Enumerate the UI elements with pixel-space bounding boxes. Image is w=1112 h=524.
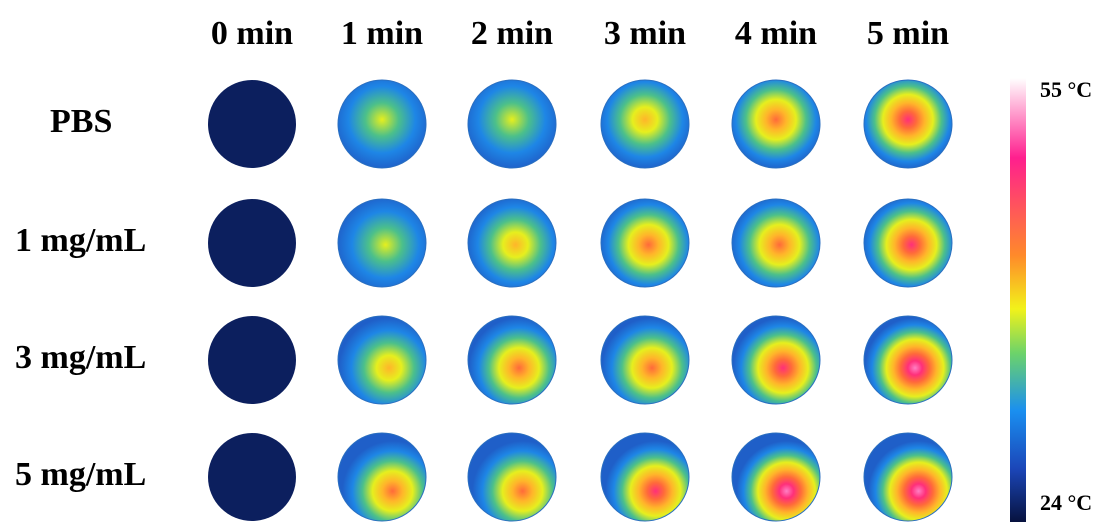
thermal-image xyxy=(732,199,820,287)
figure: 55 °C 24 °C 0 min 1 min 2 min 3 min 4 min 5 m… xyxy=(0,0,1112,524)
column-header: 3 min xyxy=(604,15,686,52)
thermal-image xyxy=(601,199,689,287)
column-header: 1 min xyxy=(341,15,423,52)
row-label: 1 mg/mL xyxy=(15,222,146,259)
colorbar-max: 55 °C xyxy=(1040,77,1092,102)
colorbar-min: 24 °C xyxy=(1040,490,1092,515)
column-header: 5 min xyxy=(867,15,949,52)
thermal-image xyxy=(732,433,820,521)
thermal-image xyxy=(864,433,952,521)
thermal-image xyxy=(208,316,296,404)
thermal-image xyxy=(208,199,296,287)
thermal-image xyxy=(468,316,556,404)
thermal-image xyxy=(208,80,296,168)
thermal-image xyxy=(864,199,952,287)
thermal-image xyxy=(338,199,426,287)
column-header: 0 min xyxy=(211,15,293,52)
row-label: 5 mg/mL xyxy=(15,456,146,493)
thermal-image xyxy=(601,80,689,168)
thermal-image xyxy=(601,316,689,404)
thermal-image xyxy=(468,199,556,287)
thermal-image xyxy=(338,316,426,404)
thermal-image xyxy=(864,316,952,404)
thermal-image xyxy=(338,80,426,168)
thermal-image xyxy=(208,433,296,521)
column-header: 2 min xyxy=(471,15,553,52)
thermal-image xyxy=(864,80,952,168)
row-label: PBS xyxy=(50,103,112,140)
thermal-image xyxy=(732,80,820,168)
thermal-image xyxy=(338,433,426,521)
thermal-image xyxy=(732,316,820,404)
thermal-image xyxy=(468,433,556,521)
colorbar xyxy=(1010,78,1026,522)
thermal-image xyxy=(468,80,556,168)
row-label: 3 mg/mL xyxy=(15,339,146,376)
column-header: 4 min xyxy=(735,15,817,52)
thermal-image xyxy=(601,433,689,521)
